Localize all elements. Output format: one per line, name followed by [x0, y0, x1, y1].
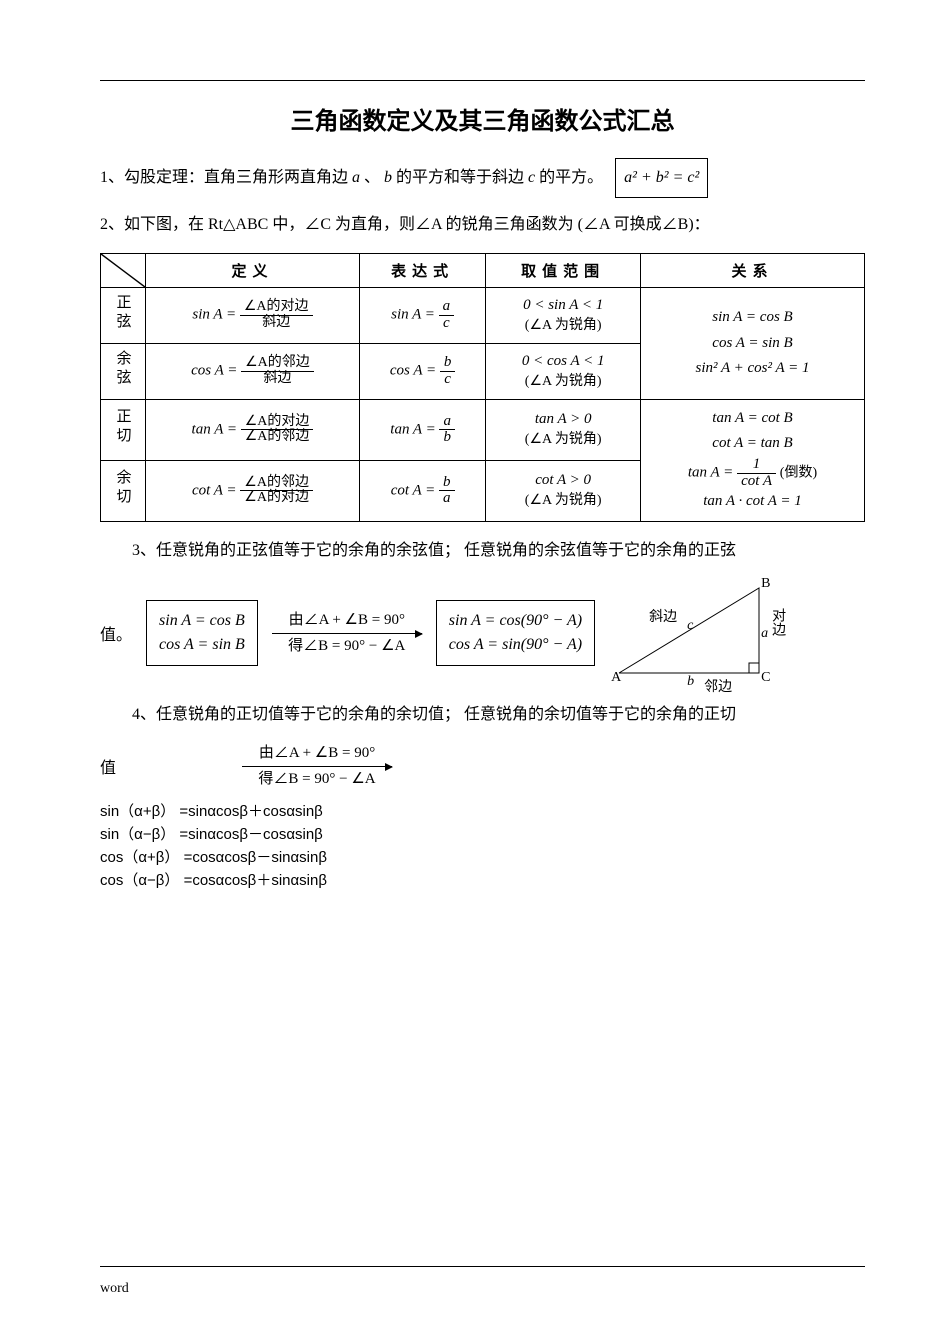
relation-tancot: tan A = cot B cot A = tan B tan A = 1cot… — [641, 399, 865, 521]
header-range: 取值范围 — [486, 253, 641, 287]
pythagoras-formula: a² + b² = c² — [615, 158, 708, 198]
p1-prefix: 1、勾股定理：直角三角形两直角边 — [100, 169, 352, 186]
paragraph-3: 3、任意锐角的正弦值等于它的余角的余弦值； 任意锐角的余弦值等于它的余角的正弦 — [100, 536, 865, 566]
p1-b: b — [384, 169, 392, 186]
page-title: 三角函数定义及其三角函数公式汇总 — [100, 101, 865, 136]
footer-text: word — [100, 1281, 129, 1297]
p1-mid2: 的平方和等于斜边 — [396, 169, 528, 186]
paragraph-4: 4、任意锐角的正切值等于它的余角的余切值； 任意锐角的余切值等于它的余角的正切 — [100, 700, 865, 730]
row-range: cot A > 0 (∠A 为锐角) — [486, 460, 641, 521]
sum-difference-formulas: sin（α+β） =sinαcosβ＋cosαsinβ sin（α−β） =si… — [100, 800, 865, 890]
row-def: cos A = ∠A的邻边斜边 — [146, 343, 360, 399]
top-rule — [100, 80, 865, 81]
row-def: tan A = ∠A的对边∠A的邻边 — [146, 399, 360, 460]
p1-a: a — [352, 169, 360, 186]
formula-line: cos（α−β） =cosαcosβ＋sinαsinβ — [100, 869, 865, 890]
p1-c: c — [528, 169, 535, 186]
row-name: 余切 — [101, 460, 146, 521]
row-expr: cos A = bc — [359, 343, 485, 399]
cofunction-box-right: sin A = cos(90° − A) cos A = sin(90° − A… — [436, 600, 595, 666]
cofunction-box-left: sin A = cos B cos A = sin B — [146, 600, 258, 666]
pythagoras-paragraph: 1、勾股定理：直角三角形两直角边 a 、 b 的平方和等于斜边 c 的平方。 a… — [100, 158, 865, 198]
table-row: 正弦 sin A = ∠A的对边斜边 sin A = ac 0 < sin A … — [101, 287, 865, 343]
row-expr: sin A = ac — [359, 287, 485, 343]
row-name: 正弦 — [101, 287, 146, 343]
row-range: 0 < sin A < 1 (∠A 为锐角) — [486, 287, 641, 343]
bottom-rule — [100, 1266, 865, 1267]
formula-line: sin（α+β） =sinαcosβ＋cosαsinβ — [100, 800, 865, 821]
cofunction-flow-sin: 值。 sin A = cos B cos A = sin B 由∠A + ∠B … — [100, 578, 865, 688]
row-expr: tan A = ab — [359, 399, 485, 460]
row-name: 余弦 — [101, 343, 146, 399]
header-blank — [101, 253, 146, 287]
value-word: 值。 — [100, 621, 132, 645]
formula-line: cos（α+β） =cosαcosβ－sinαsinβ — [100, 846, 865, 867]
intro-paragraph-2: 2、如下图，在 Rt△ABC 中，∠C 为直角，则∠A 的锐角三角函数为 (∠A… — [100, 210, 865, 240]
arrow-derivation-2: 由∠A + ∠B = 90° 得∠B = 90° − ∠A — [242, 743, 392, 790]
table-header-row: 定义 表达式 取值范围 关系 — [101, 253, 865, 287]
arrow-derivation: 由∠A + ∠B = 90° 得∠B = 90° − ∠A — [272, 610, 422, 657]
value-word-2: 值 — [100, 754, 116, 778]
triangle-icon — [609, 578, 779, 688]
row-def: cot A = ∠A的邻边∠A的对边 — [146, 460, 360, 521]
right-triangle-diagram: A B C a b c 斜边 对边 邻边 — [609, 578, 779, 688]
header-relation: 关系 — [641, 253, 865, 287]
p1-suffix: 的平方。 — [539, 169, 603, 186]
row-range: 0 < cos A < 1 (∠A 为锐角) — [486, 343, 641, 399]
header-definition: 定义 — [146, 253, 360, 287]
row-def: sin A = ∠A的对边斜边 — [146, 287, 360, 343]
row-expr: cot A = ba — [359, 460, 485, 521]
row-range: tan A > 0 (∠A 为锐角) — [486, 399, 641, 460]
table-row: 正切 tan A = ∠A的对边∠A的邻边 tan A = ab tan A >… — [101, 399, 865, 460]
relation-sincos: sin A = cos B cos A = sin B sin² A + cos… — [641, 287, 865, 399]
cofunction-flow-tan: 值 由∠A + ∠B = 90° 得∠B = 90° − ∠A — [100, 743, 865, 790]
header-expression: 表达式 — [359, 253, 485, 287]
trig-table: 定义 表达式 取值范围 关系 正弦 sin A = ∠A的对边斜边 sin A … — [100, 253, 865, 522]
p1-mid1: 、 — [364, 169, 380, 186]
row-name: 正切 — [101, 399, 146, 460]
formula-line: sin（α−β） =sinαcosβ－cosαsinβ — [100, 823, 865, 844]
